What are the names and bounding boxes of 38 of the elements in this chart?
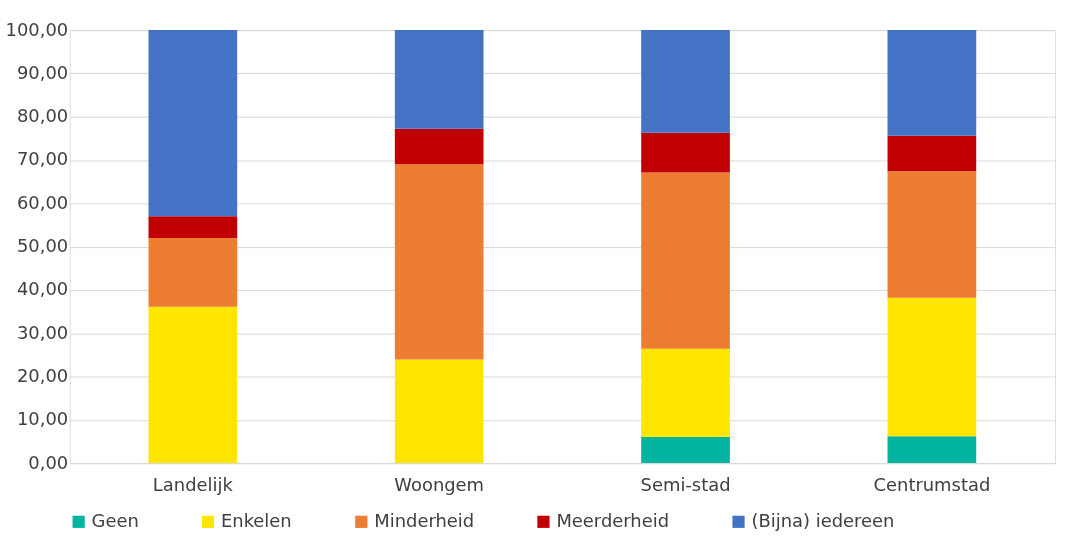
x-tick-label: Centrumstad: [873, 474, 991, 496]
bar: [887, 135, 977, 172]
bar: [394, 30, 484, 129]
bar: [148, 306, 238, 464]
bar: [148, 237, 238, 307]
bar: [148, 30, 238, 217]
legend-label: (Bijna) iedereen: [751, 509, 895, 531]
bar: [887, 297, 977, 437]
y-tick-label: 30,00: [16, 321, 69, 343]
bar: [394, 164, 484, 360]
y-tick-label: 100,00: [5, 18, 69, 40]
bar: [641, 348, 730, 438]
legend-label: Minderheid: [374, 509, 475, 531]
bar: [148, 216, 238, 238]
y-tick-label: 70,00: [16, 148, 69, 170]
y-tick-label: 0,00: [28, 451, 69, 473]
x-tick-label: Landelijk: [152, 474, 234, 496]
bar: [887, 30, 977, 136]
y-tick-label: 60,00: [16, 191, 69, 213]
bar: [641, 172, 730, 349]
bar: [887, 171, 977, 298]
legend-label: Enkelen: [220, 509, 292, 531]
y-tick-label: 20,00: [16, 364, 69, 386]
y-tick-label: 40,00: [16, 278, 69, 300]
legend-label: Meerderheid: [556, 509, 670, 531]
bar: [641, 437, 730, 464]
y-tick-label: 80,00: [16, 105, 69, 127]
y-tick-label: 10,00: [16, 408, 69, 430]
bar: [641, 30, 730, 133]
x-tick-label: Semi-stad: [640, 474, 731, 496]
bar: [887, 436, 977, 464]
y-tick-label: 90,00: [16, 61, 69, 83]
bar: [641, 132, 730, 173]
y-tick-label: 50,00: [16, 235, 69, 257]
legend-label: Geen: [91, 509, 139, 531]
x-tick-label: Woongem: [394, 474, 485, 496]
bar: [394, 359, 484, 464]
bar: [394, 128, 484, 165]
